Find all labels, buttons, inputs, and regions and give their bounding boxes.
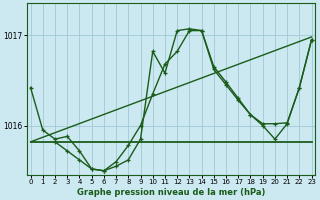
X-axis label: Graphe pression niveau de la mer (hPa): Graphe pression niveau de la mer (hPa) (77, 188, 265, 197)
